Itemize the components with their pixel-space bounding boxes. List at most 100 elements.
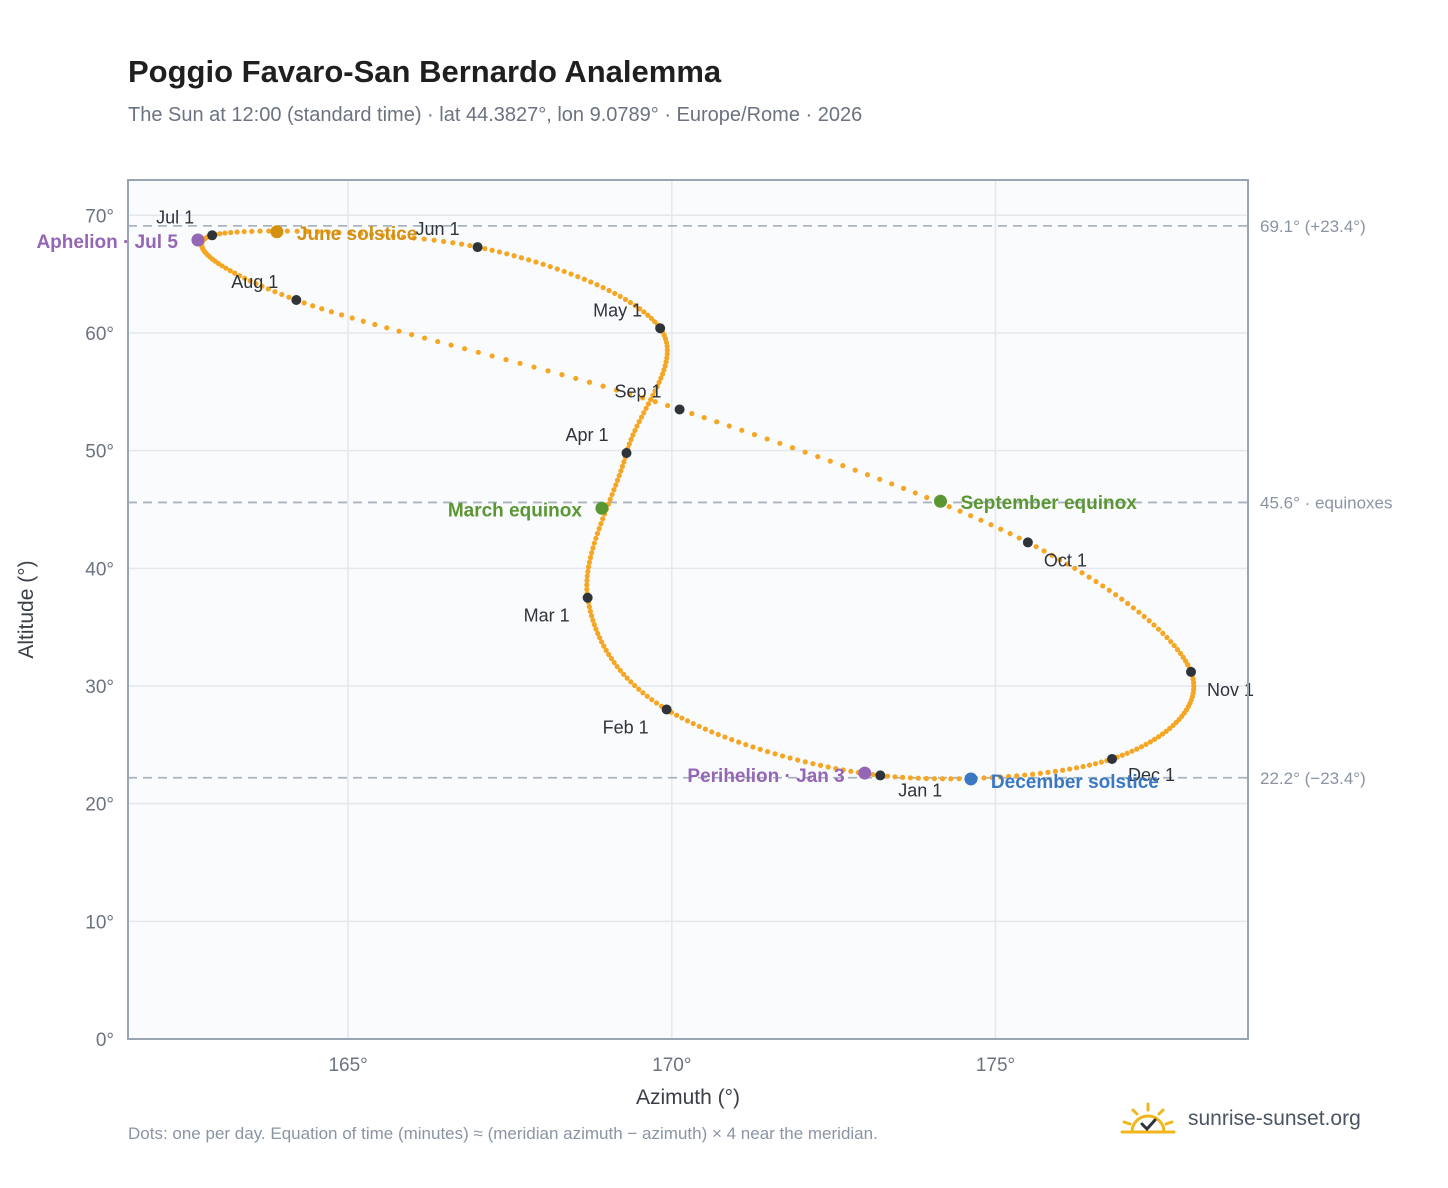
day-dot xyxy=(360,318,366,324)
day-dot xyxy=(1098,759,1104,765)
reference-line-label: 69.1° (+23.4°) xyxy=(1260,217,1366,236)
day-dot xyxy=(559,372,565,378)
y-axis-ticks: 0° 10° 20° 30° 40° 50° 60° 70° xyxy=(85,206,114,1051)
day-dot xyxy=(600,383,606,389)
day-dot xyxy=(253,280,259,287)
reference-lines: 69.1° (+23.4°) 45.6° · equinoxes 22.2° (−2… xyxy=(128,217,1393,788)
day-dot xyxy=(1159,731,1166,737)
day-dot xyxy=(448,342,454,348)
day-dot xyxy=(1106,587,1112,593)
month-marker xyxy=(621,447,632,458)
day-dot xyxy=(217,231,223,237)
day-dot xyxy=(636,419,642,425)
day-dot xyxy=(644,693,650,699)
day-dot xyxy=(627,299,634,306)
day-dot xyxy=(840,767,846,773)
day-dot xyxy=(294,228,300,234)
reference-line-label: 22.2° (−23.4°) xyxy=(1260,769,1366,788)
day-dot xyxy=(372,321,378,328)
day-dot xyxy=(924,494,930,501)
month-label: Dec 1 xyxy=(1128,765,1175,785)
month-label: Jul 1 xyxy=(156,207,194,227)
day-dot xyxy=(421,335,428,341)
day-dot xyxy=(892,774,898,780)
day-dot xyxy=(664,355,670,361)
day-dot xyxy=(729,737,735,743)
day-dot xyxy=(401,234,407,240)
event-label: December solstice xyxy=(991,772,1159,793)
day-dot xyxy=(663,359,669,365)
month-marker xyxy=(655,323,666,334)
day-dot xyxy=(540,261,546,267)
day-dot xyxy=(641,410,647,416)
day-dot xyxy=(1086,762,1093,768)
event-label: September equinox xyxy=(960,493,1137,514)
day-dot xyxy=(325,229,331,235)
event-label: March equinox xyxy=(448,500,583,521)
day-dot xyxy=(503,357,509,363)
day-dot xyxy=(1174,646,1181,653)
day-dot xyxy=(585,564,592,570)
day-dot xyxy=(1177,650,1184,657)
day-dot xyxy=(590,545,596,551)
day-dot xyxy=(628,679,634,685)
day-dot xyxy=(640,690,646,696)
sun-logo-icon xyxy=(1120,1102,1176,1134)
event-label: Aphelion · Jul 5 xyxy=(36,232,178,253)
day-dot xyxy=(1057,557,1063,563)
day-dot xyxy=(648,396,654,403)
day-dot xyxy=(588,613,595,619)
day-dot xyxy=(661,367,667,373)
day-dot xyxy=(764,436,770,442)
day-dot xyxy=(384,325,390,331)
y-tick-label: 60° xyxy=(85,324,114,345)
day-dot xyxy=(1086,574,1092,580)
day-dot xyxy=(736,739,742,745)
day-dot xyxy=(1151,736,1158,742)
day-dot xyxy=(526,257,532,263)
day-dot xyxy=(586,559,593,565)
month-label: Mar 1 xyxy=(524,606,570,626)
day-dot xyxy=(1119,596,1125,602)
day-dot xyxy=(595,630,601,637)
y-axis-label: Altitude (°) xyxy=(15,560,38,658)
day-dot xyxy=(379,232,385,238)
day-dot xyxy=(1016,535,1022,541)
day-dot xyxy=(601,643,607,649)
day-dot xyxy=(1138,744,1145,750)
day-dot xyxy=(689,410,695,417)
day-dot xyxy=(584,573,590,579)
day-dot xyxy=(599,639,605,645)
day-dot xyxy=(1180,654,1186,660)
day-dot xyxy=(349,315,355,321)
day-dot xyxy=(259,283,265,289)
x-axis-label: Azimuth (°) xyxy=(636,1086,740,1109)
day-dot xyxy=(640,395,646,401)
day-dot xyxy=(228,229,234,236)
day-dot xyxy=(659,371,666,377)
day-dot xyxy=(1163,728,1169,734)
month-marker xyxy=(582,592,593,603)
day-dot xyxy=(462,346,468,352)
day-dot xyxy=(673,712,680,718)
day-dot xyxy=(596,526,602,532)
plot-border xyxy=(127,179,1249,1040)
day-dot xyxy=(772,751,778,757)
day-dot xyxy=(787,755,793,761)
day-dot xyxy=(652,319,658,325)
day-dot xyxy=(923,775,929,782)
day-dot xyxy=(1119,752,1125,758)
day-dot xyxy=(614,663,620,670)
day-dot xyxy=(645,312,651,318)
event-marker xyxy=(270,225,284,239)
day-dot xyxy=(279,291,285,298)
day-dot xyxy=(608,655,614,662)
brand[interactable]: sunrise-sunset.org xyxy=(1120,1102,1361,1136)
day-dot xyxy=(257,228,263,234)
day-dot xyxy=(561,268,567,275)
day-dot xyxy=(912,490,918,496)
day-dot xyxy=(219,263,225,269)
day-dot xyxy=(1072,565,1078,571)
day-dot xyxy=(575,273,581,280)
